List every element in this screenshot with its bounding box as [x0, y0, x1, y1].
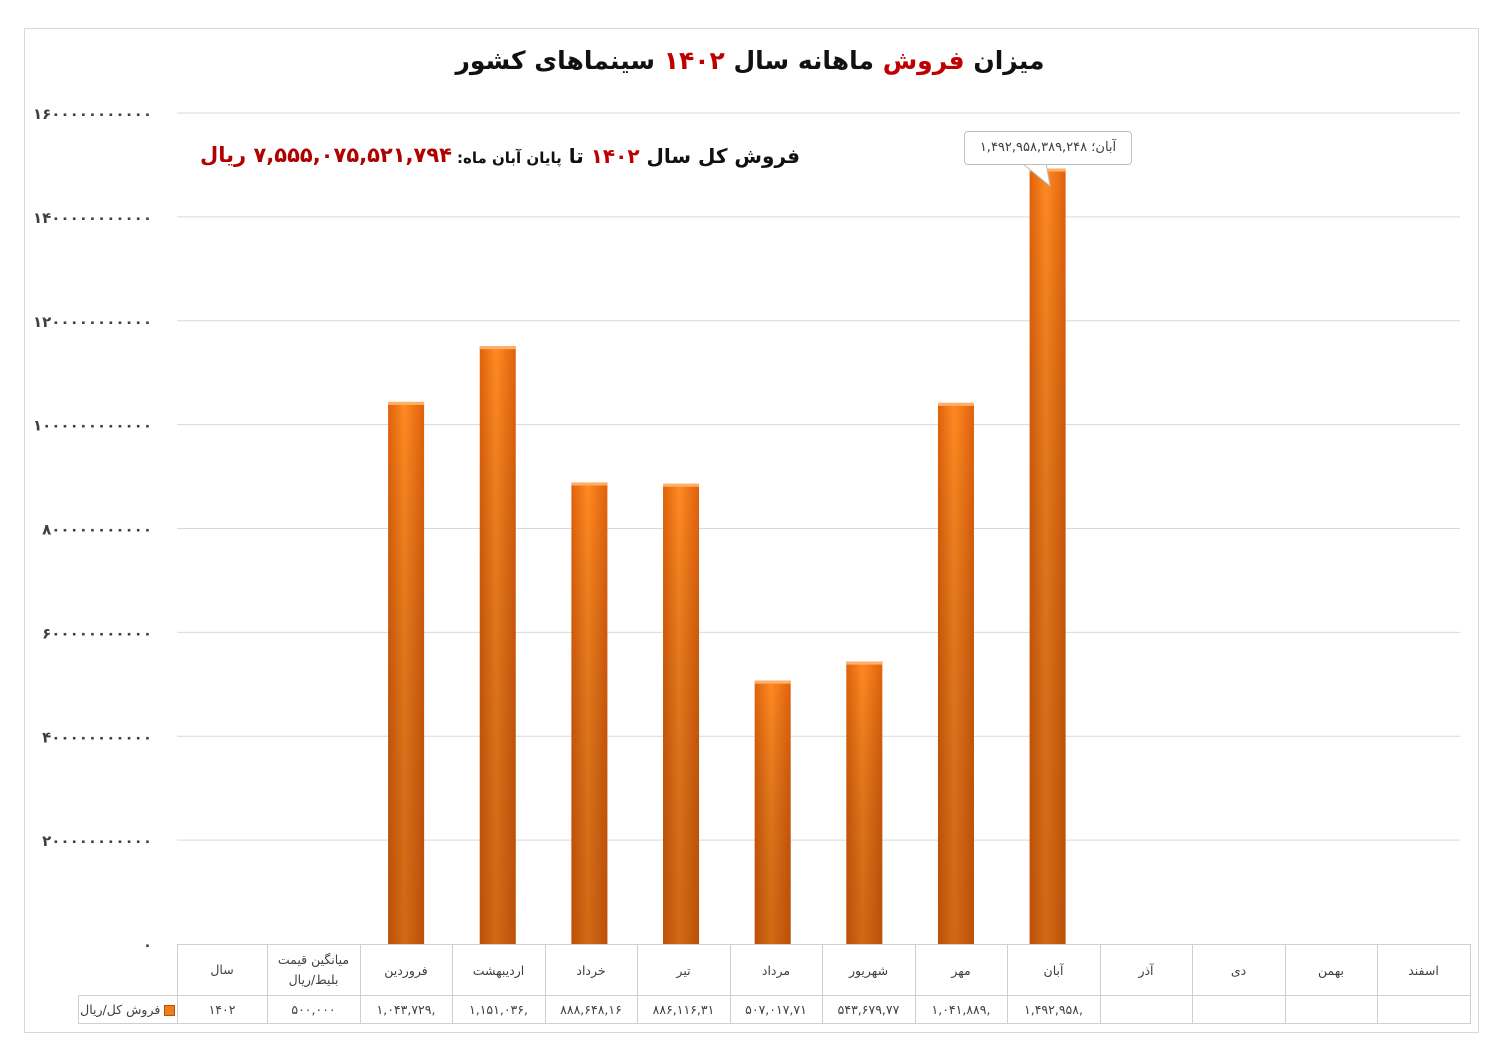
table-corner: [78, 944, 178, 996]
cell-year: ۱۴۰۲: [176, 995, 268, 1024]
cell-month-value: ۸۸۸,۶۴۸,۱۶: [544, 995, 638, 1024]
total-label-year: ۱۴۰۲: [590, 144, 640, 168]
cell-month-value: [1191, 995, 1286, 1024]
cell-month-value: ۸۸۶,۱۱۶,۳۱: [636, 995, 731, 1024]
bar-cap-6: [846, 661, 883, 665]
y-tick-label: ۶۰۰۰۰۰۰۰۰۰۰۰: [42, 624, 152, 642]
cell-month-value: ۵۴۳,۶۷۹,۷۷: [821, 995, 916, 1024]
header-month: اسفند: [1376, 944, 1471, 996]
aban-data-callout: آبان؛ ۱,۴۹۲,۹۵۸,۳۸۹,۲۴۸: [964, 131, 1132, 165]
legend-cell: فروش کل/ریال: [78, 995, 178, 1024]
title-part-1: میزان: [964, 46, 1045, 75]
header-month: مرداد: [729, 944, 823, 996]
y-tick-label: ۱۰۰۰۰۰۰۰۰۰۰۰۰: [33, 417, 152, 435]
y-tick-label: ۱۲۰۰۰۰۰۰۰۰۰۰۰: [33, 313, 152, 331]
bar-cap-5: [754, 680, 791, 684]
header-month: آذر: [1099, 944, 1193, 996]
cell-month-value: [1099, 995, 1193, 1024]
bar-shade-4: [663, 483, 700, 944]
header-month: فروردین: [359, 944, 453, 996]
header-month: تیر: [636, 944, 731, 996]
bar-shade-8: [1029, 168, 1066, 945]
data-table: سال میانگین قیمت بلیط/ریال فروردین اردیب…: [78, 944, 1471, 1024]
title-part-5: سینماهای کشور: [455, 46, 664, 75]
header-month: اردیبهشت: [451, 944, 546, 996]
total-label-d: پایان آبان ماه:: [456, 149, 562, 167]
header-month: مهر: [914, 944, 1008, 996]
bar-shade-7: [937, 402, 974, 944]
cell-month-value: [1284, 995, 1378, 1024]
total-sales-label: فروش کل سال ۱۴۰۲ تا پایان آبان ماه:: [457, 144, 800, 168]
chart-frame: [24, 28, 1479, 1033]
bar-shade-6: [846, 661, 883, 944]
header-avg-ticket: میانگین قیمت بلیط/ریال: [266, 944, 361, 996]
bar-shade-2: [479, 346, 516, 944]
legend-swatch-icon: [164, 1005, 176, 1016]
bar-cap-7: [937, 402, 974, 406]
cell-month-value: [1376, 995, 1471, 1024]
header-month: خرداد: [544, 944, 638, 996]
bar-cap-4: [663, 483, 700, 487]
cell-month-value: ۱,۴۹۲,۹۵۸,: [1006, 995, 1101, 1024]
cell-avg-ticket: ۵۰۰,۰۰۰: [266, 995, 361, 1024]
title-part-3: ماهانه سال: [724, 46, 883, 75]
y-tick-label: ۱۴۰۰۰۰۰۰۰۰۰۰۰: [33, 209, 152, 227]
chart-title: میزان فروش ماهانه سال ۱۴۰۲ سینماهای کشور: [0, 46, 1500, 75]
y-tick-label: ۸۰۰۰۰۰۰۰۰۰۰۰: [42, 521, 152, 539]
bar-shade-5: [754, 680, 791, 944]
header-month: شهریور: [821, 944, 916, 996]
legend-label: فروش کل/ریال: [80, 1002, 161, 1017]
cell-month-value: ۵۰۷,۰۱۷,۷۱: [729, 995, 823, 1024]
bar-shade-1: [388, 401, 425, 945]
cell-month-value: ۱,۱۵۱,۰۳۶,: [451, 995, 546, 1024]
total-label-a: فروش کل سال: [639, 144, 800, 168]
y-tick-label: ۴۰۰۰۰۰۰۰۰۰۰۰: [42, 728, 152, 746]
header-month: دی: [1191, 944, 1286, 996]
title-highlight-sales: فروش: [882, 46, 965, 75]
table-header-row: سال میانگین قیمت بلیط/ریال فروردین اردیب…: [78, 944, 1471, 996]
header-month: آبان: [1006, 944, 1101, 996]
cell-month-value: ۱,۰۴۳,۷۲۹,: [359, 995, 453, 1024]
total-sales-value: ۷,۵۵۵,۰۷۵,۵۲۱,۷۹۴ ریال: [200, 143, 452, 167]
y-tick-label: ۲۰۰۰۰۰۰۰۰۰۰۰: [42, 832, 152, 850]
title-year: ۱۴۰۲: [663, 46, 725, 75]
y-tick-label: ۱۶۰۰۰۰۰۰۰۰۰۰۰: [33, 105, 152, 123]
table-value-row: فروش کل/ریال ۱۴۰۲ ۵۰۰,۰۰۰ ۱,۰۴۳,۷۲۹, ۱,۱…: [78, 995, 1471, 1024]
total-label-c: تا: [561, 144, 591, 168]
bar-shade-3: [571, 482, 608, 944]
header-year: سال: [176, 944, 268, 996]
bar-cap-1: [388, 401, 425, 405]
header-month: بهمن: [1284, 944, 1378, 996]
bar-cap-3: [571, 482, 608, 486]
bar-cap-2: [479, 346, 516, 350]
cell-month-value: ۱,۰۴۱,۸۸۹,: [914, 995, 1008, 1024]
